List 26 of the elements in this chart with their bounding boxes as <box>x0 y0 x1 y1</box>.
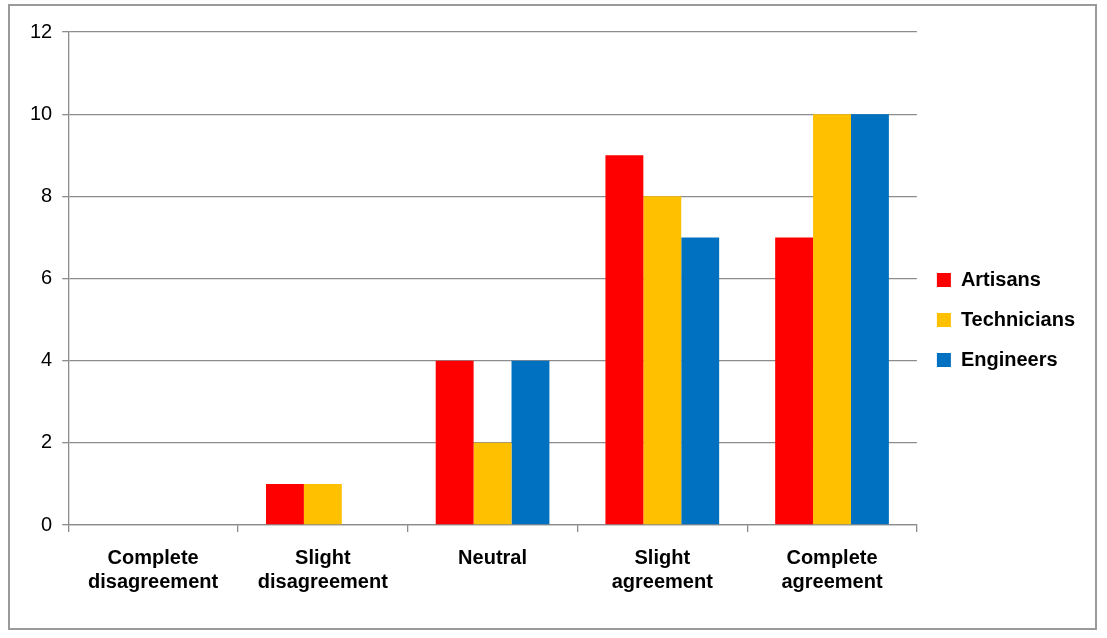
bar <box>605 155 644 525</box>
y-tick-label: 8 <box>41 183 53 206</box>
bar <box>681 237 720 525</box>
y-tick-label: 4 <box>41 348 53 371</box>
y-tick-label: 12 <box>30 19 53 42</box>
bar <box>850 114 889 525</box>
bar <box>813 114 851 525</box>
legend-label: Technicians <box>960 307 1076 330</box>
bar <box>643 196 682 525</box>
y-tick-label: 0 <box>41 512 53 535</box>
x-tick-label: Complete agreement <box>781 545 883 592</box>
legend-label: Engineers <box>960 347 1058 370</box>
bar <box>265 483 304 525</box>
bar <box>473 442 512 525</box>
bar <box>511 360 550 525</box>
y-tick-label: 10 <box>30 101 53 124</box>
x-tick-label: Slight disagreement <box>257 545 389 592</box>
bar <box>303 483 342 525</box>
x-tick-label: Neutral <box>458 545 528 568</box>
bar <box>775 237 814 525</box>
y-tick-label: 2 <box>41 430 53 453</box>
bar <box>435 360 474 525</box>
y-tick-label: 6 <box>41 266 53 289</box>
x-tick-label: Complete disagreement <box>88 545 219 592</box>
legend-label: Artisans <box>960 267 1041 290</box>
x-tick-label: Slight agreement <box>611 545 714 592</box>
